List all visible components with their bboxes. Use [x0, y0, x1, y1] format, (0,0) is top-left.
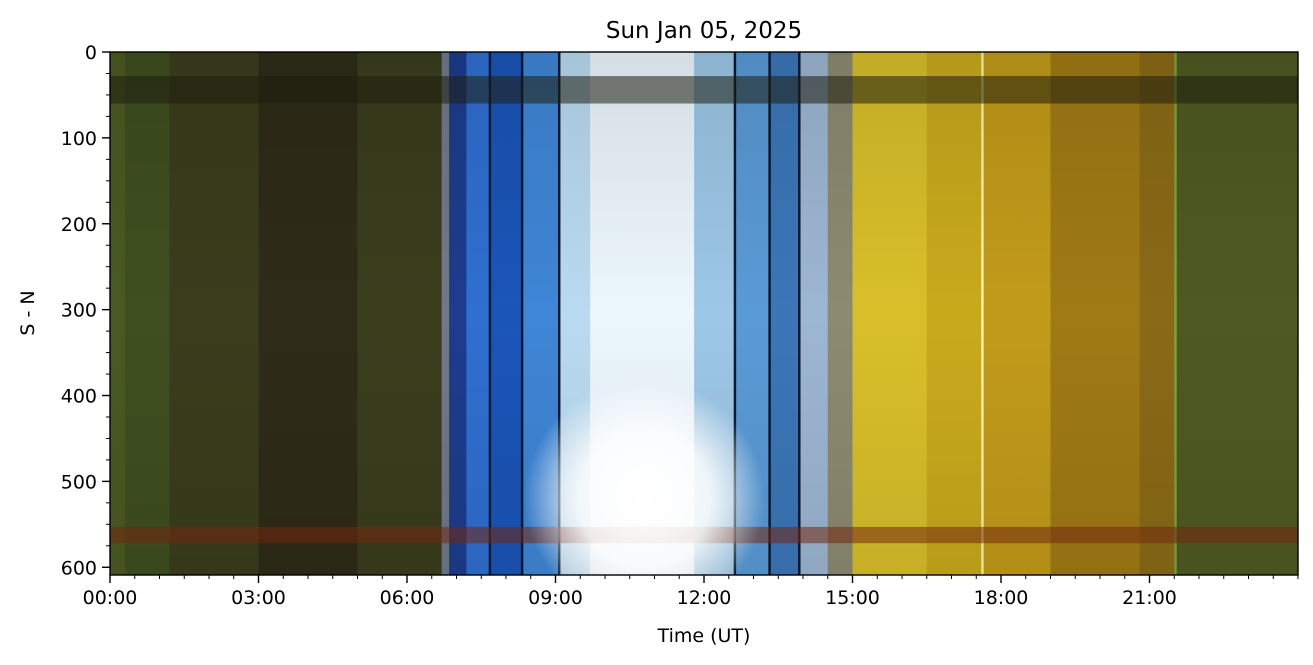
y-tick-label: 300 — [61, 300, 97, 322]
chart-title: Sun Jan 05, 2025 — [606, 18, 802, 44]
y-tick-label: 100 — [61, 128, 97, 150]
x-axis: 00:00 03:00 06:00 09:00 12:00 15:00 18:00 21:00 — [83, 575, 1299, 609]
x-tick-label: 12:00 — [677, 587, 732, 609]
y-tick-label: 200 — [61, 214, 97, 236]
x-tick-label: 00:00 — [83, 587, 138, 609]
x-tick-label: 21:00 — [1122, 587, 1177, 609]
y-tick-label: 500 — [61, 471, 97, 493]
x-axis-title: Time (UT) — [657, 625, 751, 647]
x-tick-label: 06:00 — [380, 587, 435, 609]
y-axis: 0 100 200 300 400 500 600 — [61, 42, 110, 579]
y-tick-label: 400 — [61, 386, 97, 408]
bright-core — [524, 378, 765, 575]
x-tick-label: 09:00 — [528, 587, 583, 609]
x-tick-label: 03:00 — [231, 587, 286, 609]
plot-area — [110, 52, 1298, 575]
x-tick-label: 18:00 — [974, 587, 1029, 609]
y-tick-label: 0 — [85, 42, 97, 64]
x-tick-label: 15:00 — [825, 587, 880, 609]
y-tick-label: 600 — [61, 557, 97, 579]
y-axis-title: S - N — [17, 290, 39, 335]
